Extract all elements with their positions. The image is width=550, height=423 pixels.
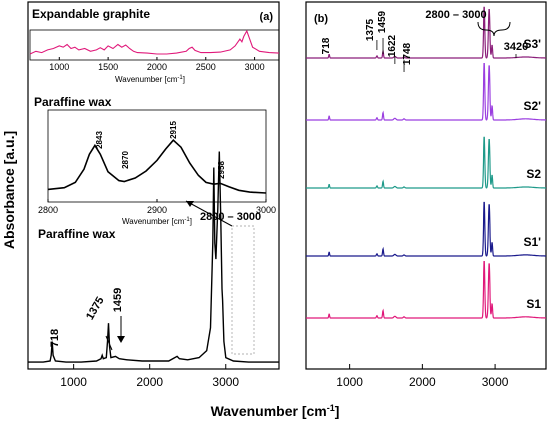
series-label-s1p: S1' <box>523 235 541 249</box>
panel-b-label: (b) <box>314 13 328 25</box>
inset-graphite-x-tick-label-1000: 1000 <box>49 62 69 72</box>
inset-paraffine-wax: Paraffine wax 2800 2900 3000 2843 2870 2915 2… <box>34 95 276 226</box>
arrow-1375 <box>105 335 113 351</box>
annotation-a-718: 718 <box>49 329 61 347</box>
inset-wax-x-tick-label-2800: 2800 <box>38 205 58 215</box>
panel-b-x-tick-label-1000: 1000 <box>336 375 363 389</box>
zoom-box <box>231 225 255 355</box>
annotation-a-1459: 1459 <box>112 288 124 312</box>
arrow-head-1459 <box>117 336 125 343</box>
y-axis-label: Absorbance [a.u.] <box>1 131 17 249</box>
panel-a-x-tick-label-1000: 1000 <box>60 375 87 389</box>
panel-b-x-tick-label-2000: 2000 <box>409 375 436 389</box>
series-s2p <box>306 62 546 121</box>
panel-b-frame <box>305 1 547 370</box>
inset-wax-xlabel: Wavenumber [cm-1] <box>122 217 192 226</box>
annotation-a-2800-3000: 2800 – 3000 <box>200 211 261 223</box>
panel-a-x-tick-label-2000: 2000 <box>136 375 163 389</box>
inset-graphite-x-tick-label-2500: 2500 <box>196 62 216 72</box>
inset-wax-x-tick-label-2900: 2900 <box>147 205 167 215</box>
zoom-arrow <box>185 200 233 227</box>
annotation-b-1748: 1748 <box>402 42 413 65</box>
series-s1 <box>306 261 546 319</box>
inset-graphite-xlabel: Wavenumber [cm-1] <box>115 75 185 84</box>
annotation-wax-2915: 2915 <box>169 121 178 139</box>
inset-graphite-title: Expandable graphite <box>32 7 150 21</box>
inset-wax-title: Paraffine wax <box>34 95 112 109</box>
inset-graphite-x-tick-label-2000: 2000 <box>147 62 167 72</box>
annotation-b-1622: 1622 <box>387 34 398 57</box>
annotation-b-1375: 1375 <box>365 18 376 41</box>
inset-graphite-x-tick-label-3000: 3000 <box>245 62 265 72</box>
inset-wax-x-tick-label-3000: 3000 <box>256 205 276 215</box>
zoom-arrow-head <box>186 201 194 207</box>
series-label-s3p: S3' <box>523 37 541 51</box>
brace-2800-3000 <box>477 21 511 37</box>
panel-a-x-tick-label-3000: 3000 <box>212 375 239 389</box>
annotation-b-2800-3000: 2800 – 3000 <box>425 9 486 21</box>
annotation-wax-2870: 2870 <box>121 151 130 169</box>
panel-a-frame <box>27 1 280 370</box>
series-expandable-graphite <box>29 29 280 55</box>
annotation-wax-2958: 2958 <box>217 161 226 179</box>
x-axis-label: Wavenumber [cm-1] <box>211 403 340 419</box>
series-s1p <box>306 201 546 257</box>
annotation-b-3420: 3420 <box>504 41 528 53</box>
panel-b-x-tick-label-3000: 3000 <box>482 375 509 389</box>
series-label-s2: S2 <box>526 167 541 181</box>
series-label-s1: S1 <box>526 297 541 311</box>
panel-a: (a) 1000 2000 3000 Paraffine wax 2800 – 30… <box>27 1 280 389</box>
annotation-b-1459: 1459 <box>377 10 388 33</box>
inset-expandable-graphite: Expandable graphite 1000 1500 2000 2500 3000… <box>29 7 280 84</box>
series-paraffine-wax <box>28 151 279 363</box>
inset-graphite-frame <box>29 29 280 61</box>
inset-graphite-x-tick-label-1500: 1500 <box>98 62 118 72</box>
panel-a-label: (a) <box>260 11 274 23</box>
annotation-b-718: 718 <box>321 37 332 54</box>
series-s3p <box>306 6 546 59</box>
annotation-a-1375: 1375 <box>84 295 107 322</box>
annotation-wax-2843: 2843 <box>95 131 104 149</box>
series-label-s2p: S2' <box>523 99 541 113</box>
series-paraffine-wax-zoom <box>47 139 267 194</box>
panel-a-title: Paraffine wax <box>38 227 116 241</box>
series-s2 <box>306 136 546 189</box>
